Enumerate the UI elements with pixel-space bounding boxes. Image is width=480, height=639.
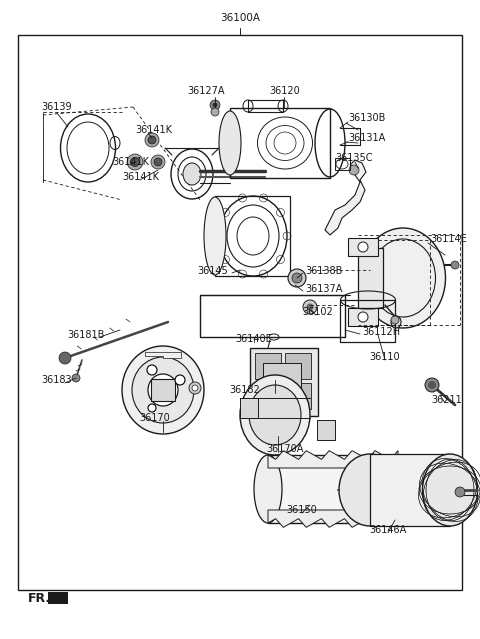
Circle shape (451, 261, 459, 269)
Bar (200, 295, 345, 337)
Ellipse shape (240, 375, 310, 455)
Text: 36141K: 36141K (122, 172, 159, 182)
Circle shape (148, 404, 156, 412)
Circle shape (147, 365, 157, 375)
Circle shape (425, 378, 439, 392)
Ellipse shape (148, 374, 178, 406)
Text: 36170: 36170 (140, 413, 170, 423)
Text: 36100A: 36100A (220, 13, 260, 23)
Text: 36130B: 36130B (348, 113, 385, 123)
Text: 36110: 36110 (370, 352, 400, 362)
Ellipse shape (122, 346, 204, 434)
Circle shape (145, 133, 159, 147)
Text: 36120: 36120 (270, 86, 300, 96)
Circle shape (455, 487, 465, 497)
Ellipse shape (339, 454, 401, 526)
Bar (215, 196, 290, 276)
Circle shape (127, 154, 143, 170)
Ellipse shape (254, 455, 282, 523)
Circle shape (428, 381, 436, 389)
Ellipse shape (360, 228, 445, 328)
Bar (348, 238, 378, 256)
Bar (335, 158, 350, 170)
Bar (240, 398, 258, 418)
Text: 36181B: 36181B (67, 330, 105, 340)
Circle shape (175, 375, 185, 385)
Polygon shape (268, 450, 398, 468)
Ellipse shape (219, 111, 241, 175)
Text: 36137A: 36137A (305, 284, 342, 294)
Bar (48, 592, 68, 604)
Bar (370, 454, 450, 526)
Bar (358, 248, 383, 308)
Text: 36146A: 36146A (370, 525, 407, 535)
Text: 36102: 36102 (302, 307, 334, 317)
Bar (263, 363, 301, 401)
Text: 36114E: 36114E (430, 234, 467, 244)
Text: 36138B: 36138B (305, 266, 342, 276)
Circle shape (358, 242, 368, 252)
Circle shape (148, 136, 156, 144)
Bar (230, 108, 330, 178)
Circle shape (303, 300, 317, 314)
Circle shape (72, 374, 80, 382)
Text: 36182: 36182 (229, 385, 260, 395)
Text: 36170A: 36170A (266, 444, 304, 454)
Ellipse shape (204, 197, 226, 275)
Circle shape (391, 316, 399, 324)
Ellipse shape (183, 163, 201, 185)
Text: 36112H: 36112H (362, 327, 400, 337)
Bar (250, 348, 318, 416)
Text: 36141K: 36141K (112, 157, 149, 167)
Ellipse shape (422, 454, 478, 526)
Bar (248, 100, 283, 112)
Circle shape (210, 100, 220, 110)
Circle shape (189, 382, 201, 394)
Bar (151, 379, 175, 401)
Text: 36131A: 36131A (348, 133, 385, 143)
Circle shape (151, 155, 165, 169)
Circle shape (131, 157, 140, 167)
Bar (285, 383, 311, 409)
Ellipse shape (249, 385, 301, 445)
Text: 36140E: 36140E (236, 334, 272, 344)
Polygon shape (145, 352, 181, 358)
Bar (317, 420, 335, 440)
Circle shape (288, 269, 306, 287)
Text: FR.: FR. (28, 592, 51, 604)
Circle shape (358, 312, 368, 322)
Ellipse shape (391, 316, 401, 328)
Circle shape (192, 385, 198, 391)
Circle shape (154, 158, 162, 166)
Circle shape (307, 304, 313, 311)
Bar (340, 300, 395, 342)
Bar (268, 455, 398, 523)
Circle shape (292, 273, 302, 283)
Ellipse shape (132, 357, 194, 423)
Text: 36141K: 36141K (135, 125, 172, 135)
Text: 36183: 36183 (42, 375, 72, 385)
Polygon shape (325, 160, 366, 235)
Bar (285, 353, 311, 379)
Text: 36139: 36139 (42, 102, 72, 112)
Bar (255, 383, 281, 409)
Circle shape (349, 165, 359, 175)
Text: 36150: 36150 (287, 505, 317, 515)
Bar (348, 308, 378, 326)
Ellipse shape (388, 458, 408, 520)
Polygon shape (268, 510, 398, 527)
Text: 36211: 36211 (432, 395, 462, 405)
Bar (255, 353, 281, 379)
Bar (18, 35, 462, 590)
Text: 36135C: 36135C (335, 153, 372, 163)
Circle shape (59, 352, 71, 364)
Text: 36145: 36145 (197, 266, 228, 276)
Circle shape (211, 108, 219, 116)
Circle shape (213, 102, 217, 107)
Text: 36127A: 36127A (187, 86, 225, 96)
